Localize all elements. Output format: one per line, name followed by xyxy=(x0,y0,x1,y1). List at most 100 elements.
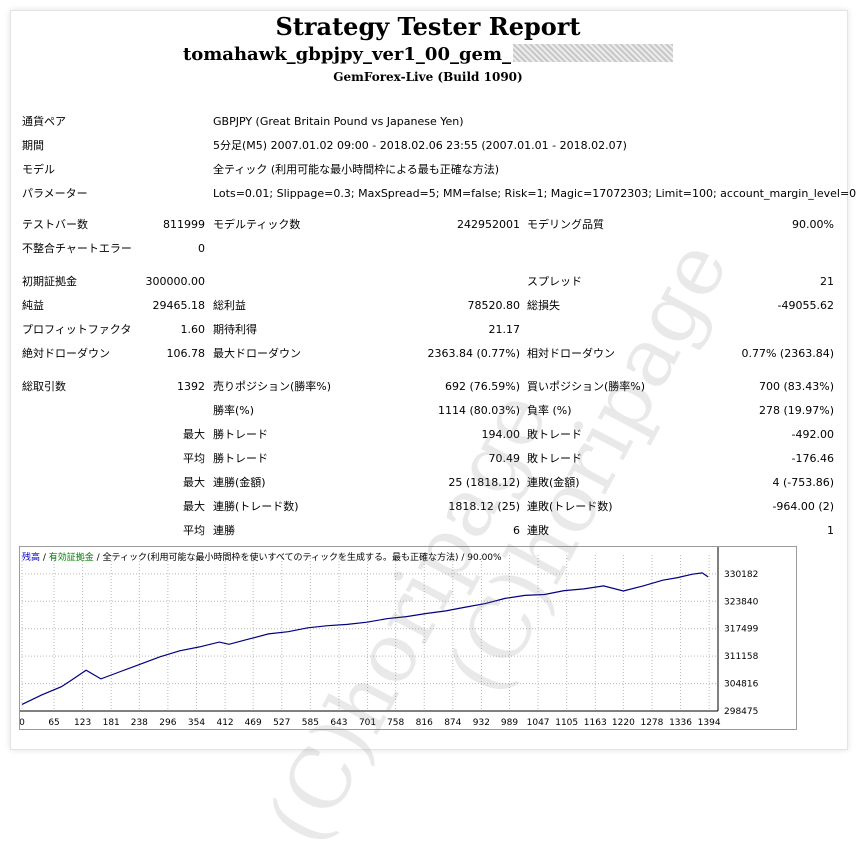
x-tick-label: 932 xyxy=(473,718,490,728)
info-label-model: モデル xyxy=(22,163,55,176)
gross-profit-label: 総利益 xyxy=(213,299,246,312)
x-tick-label: 1105 xyxy=(555,718,578,728)
x-tick-label: 181 xyxy=(103,718,120,728)
spread-label: スプレッド xyxy=(527,275,582,288)
y-tick-label: 323840 xyxy=(724,597,759,607)
consec-profit-label: 連勝(トレード数) xyxy=(213,500,299,513)
info-value-period: 5分足(M5) 2007.01.02 09:00 - 2018.02.06 23… xyxy=(213,139,627,152)
deposit-label: 初期証拠金 xyxy=(22,275,77,288)
consec-profit-value: 1818.12 (25) xyxy=(448,500,520,513)
build-info: GemForex-Live (Build 1090) xyxy=(333,70,523,84)
avg-consec-wins-value: 6 xyxy=(513,524,520,537)
x-tick-label: 1047 xyxy=(527,718,550,728)
loss-label: 負率 (%) xyxy=(527,404,572,417)
y-tick-label: 317499 xyxy=(724,625,759,635)
gross-loss-value: -49055.62 xyxy=(777,299,834,312)
long-value: 700 (83.43%) xyxy=(758,380,834,393)
y-tick-label: 311158 xyxy=(724,652,759,662)
consec-losses-label: 連敗(金額) xyxy=(527,476,580,489)
x-tick-label: 296 xyxy=(159,718,176,728)
expected-label: 期待利得 xyxy=(213,323,257,336)
gross-loss-label: 総損失 xyxy=(527,299,560,312)
average-label: 平均 xyxy=(183,452,205,465)
net-label: 純益 xyxy=(22,299,44,312)
largest-loss-value: -492.00 xyxy=(791,428,834,441)
ea-name-text: tomahawk_gbpjpy_ver1_00_gem_ xyxy=(182,44,512,65)
x-tick-label: 1163 xyxy=(584,718,607,728)
avg-consec-losses-value: 1 xyxy=(827,524,834,537)
x-tick-label: 65 xyxy=(48,718,59,728)
expected-value: 21.17 xyxy=(488,323,521,336)
x-tick-label: 469 xyxy=(245,718,262,728)
max-dd-value: 2363.84 (0.77%) xyxy=(427,347,520,360)
x-tick-label: 0 xyxy=(20,718,25,728)
x-tick-label: 354 xyxy=(188,718,205,728)
balance-chart-svg: 0 65 123 181 238 296 354 412 469 527 585 643 701 758 8… xyxy=(19,547,759,728)
x-tick-label: 701 xyxy=(359,718,376,728)
avg-consec-wins-label: 連勝 xyxy=(213,524,235,537)
info-label-symbol: 通貨ペア xyxy=(22,115,66,128)
consec-loss-label: 連敗(トレード数) xyxy=(527,500,613,513)
short-label: 売りポジション(勝率%) xyxy=(213,380,332,393)
max-dd-label: 最大ドローダウン xyxy=(213,347,301,360)
largest-label: 最大 xyxy=(183,428,205,441)
chart-legend: 残高 / 有効証拠金 / 全ティック(利用可能な最小時間枠を使いすべてのティック… xyxy=(22,550,502,563)
quality-label: モデリング品質 xyxy=(527,218,604,231)
legend-balance: 残高 xyxy=(22,553,41,563)
avg-consec-losses-label: 連敗 xyxy=(527,524,549,537)
balance-line xyxy=(21,572,709,705)
largest-loss-label: 敗トレード xyxy=(527,428,582,441)
gross-profit-value: 78520.80 xyxy=(467,299,521,312)
ea-name: tomahawk_gbpjpy_ver1_00_gem_ xyxy=(0,44,856,65)
x-tick-label: 874 xyxy=(444,718,461,728)
x-tick-label: 1220 xyxy=(612,718,635,728)
x-tick-label: 412 xyxy=(216,718,233,728)
x-tick-label: 123 xyxy=(74,718,91,728)
consec-wins-label: 連勝(金額) xyxy=(213,476,266,489)
mismatch-label: 不整合チャートエラー xyxy=(22,242,132,255)
rel-dd-label: 相対ドローダウン xyxy=(527,347,615,360)
largest-win-value: 194.00 xyxy=(481,428,521,441)
redacted-mask xyxy=(513,44,674,62)
ticks-label: モデルティック数 xyxy=(213,218,301,231)
pf-label: プロフィットファクタ xyxy=(22,323,132,336)
info-label-period: 期間 xyxy=(22,139,44,152)
x-tick-label: 585 xyxy=(302,718,319,728)
loss-value: 278 (19.97%) xyxy=(758,404,834,417)
bars-value: 811999 xyxy=(163,218,205,231)
info-value-symbol: GBPJPY (Great Britain Pound vs Japanese … xyxy=(213,115,464,128)
consec-loss-value: -964.00 (2) xyxy=(772,500,834,513)
info-label-params: パラメーター xyxy=(22,187,88,200)
info-value-params: Lots=0.01; Slippage=0.3; MaxSpread=5; MM… xyxy=(213,187,856,200)
x-tick-label: 989 xyxy=(501,718,518,728)
win-label: 勝率(%) xyxy=(213,404,255,417)
abs-dd-value: 106.78 xyxy=(166,347,206,360)
avg-win-value: 70.49 xyxy=(488,452,521,465)
consec-losses-value: 4 (-753.86) xyxy=(772,476,834,489)
info-value-model: 全ティック (利用可能な最小時間枠による最も正確な方法) xyxy=(213,163,500,176)
total-value: 1392 xyxy=(177,380,205,393)
bars-label: テストバー数 xyxy=(22,218,88,231)
x-tick-label: 238 xyxy=(131,718,148,728)
deposit-value: 300000.00 xyxy=(145,275,206,288)
x-tick-label: 816 xyxy=(416,718,433,728)
max-consec-label: 最大 xyxy=(183,476,205,489)
legend-equity: 有効証拠金 xyxy=(48,553,94,563)
net-value: 29465.18 xyxy=(152,299,206,312)
max-consec2-label: 最大 xyxy=(183,500,205,513)
x-tick-label: 643 xyxy=(330,718,347,728)
win-value: 1114 (80.03%) xyxy=(437,404,520,417)
x-tick-label: 1394 xyxy=(698,718,721,728)
avg-win-label: 勝トレード xyxy=(213,452,268,465)
pf-value: 1.60 xyxy=(180,323,206,336)
balance-chart: 0 65 123 181 238 296 354 412 469 527 585 643 701 758 8… xyxy=(19,546,797,730)
consec-wins-value: 25 (1818.12) xyxy=(448,476,520,489)
avg-loss-value: -176.46 xyxy=(791,452,834,465)
y-tick-label: 304816 xyxy=(724,680,759,690)
abs-dd-label: 絶対ドローダウン xyxy=(22,347,110,360)
avg-consec-label: 平均 xyxy=(183,524,205,537)
y-tick-label: 330182 xyxy=(724,570,758,580)
x-tick-label: 758 xyxy=(387,718,404,728)
x-tick-label: 527 xyxy=(273,718,290,728)
short-value: 692 (76.59%) xyxy=(444,380,520,393)
